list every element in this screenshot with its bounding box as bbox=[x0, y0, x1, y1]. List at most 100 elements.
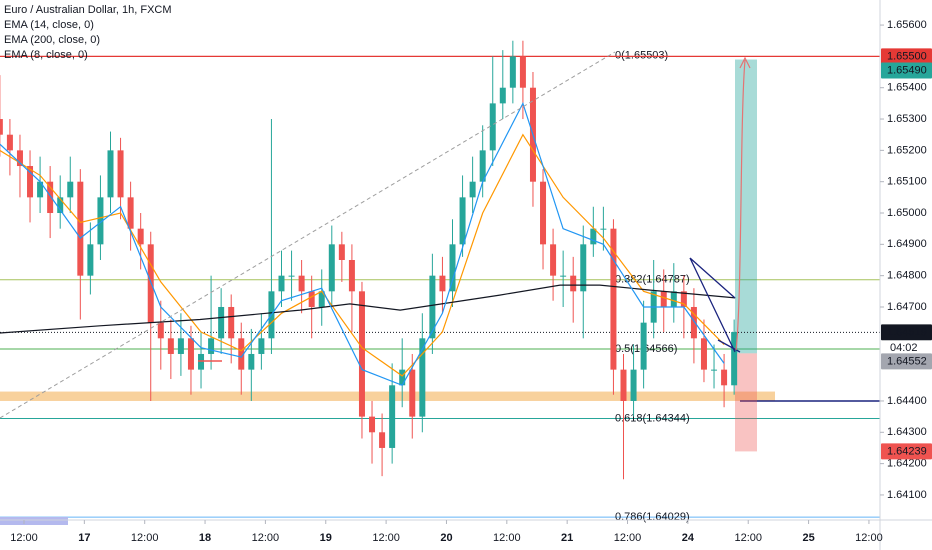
candle-body bbox=[711, 369, 718, 371]
candle-body bbox=[198, 353, 205, 370]
candle-body bbox=[258, 338, 265, 354]
candle-body bbox=[550, 244, 557, 276]
y-tick-label: 1.65000 bbox=[887, 207, 927, 219]
axes: 1.65600 1.65400 1.65300 1.65200 1.65100 1.650… bbox=[10, 19, 932, 544]
candle-body bbox=[459, 197, 466, 245]
stop-label-box bbox=[881, 443, 932, 460]
y-tick-label: 1.65100 bbox=[887, 176, 927, 188]
candle-body bbox=[509, 56, 516, 88]
candle-body bbox=[479, 150, 486, 182]
candle-body bbox=[519, 56, 526, 88]
candle-body bbox=[167, 338, 174, 354]
candle-body bbox=[489, 103, 496, 151]
candle-body bbox=[97, 197, 104, 245]
candle-body bbox=[570, 275, 577, 292]
countdown-box bbox=[881, 340, 932, 356]
x-tick-label: 12:00 bbox=[855, 532, 883, 544]
y-tick-label: 1.65200 bbox=[887, 144, 927, 156]
position-loss bbox=[735, 353, 757, 452]
x-tick-label: 25 bbox=[802, 532, 814, 544]
candle-body bbox=[731, 332, 738, 386]
y-tick-label: 1.64900 bbox=[887, 238, 927, 250]
candle-body bbox=[37, 181, 44, 198]
candle-body bbox=[16, 150, 23, 167]
x-tick-label: 17 bbox=[78, 532, 90, 544]
candle-body bbox=[389, 385, 396, 448]
x-tick-label: 24 bbox=[682, 532, 695, 544]
candle-body bbox=[369, 416, 376, 433]
price-label-box bbox=[881, 324, 932, 341]
candle-body bbox=[137, 228, 144, 245]
x-tick-label: 19 bbox=[320, 532, 332, 544]
candle-body bbox=[87, 244, 94, 276]
candle-body bbox=[328, 244, 335, 292]
candle-body bbox=[177, 338, 184, 354]
y-tick-label: 1.64200 bbox=[887, 458, 927, 470]
candle-body bbox=[499, 87, 506, 104]
candle-body bbox=[0, 119, 3, 135]
candle-body bbox=[308, 291, 315, 307]
y-tick-label: 1.65300 bbox=[887, 113, 927, 125]
candle-body bbox=[67, 181, 74, 198]
price-label-box bbox=[881, 48, 932, 65]
candle-body bbox=[238, 338, 245, 370]
candle-body bbox=[399, 369, 406, 386]
candle-body bbox=[620, 369, 627, 401]
candle-body bbox=[27, 166, 34, 198]
candle-body bbox=[469, 181, 476, 198]
candle-body bbox=[419, 338, 426, 417]
y-tick-label: 1.65600 bbox=[887, 19, 927, 31]
candle-body bbox=[449, 244, 456, 292]
y-tick-label: 1.64800 bbox=[887, 270, 927, 282]
target-label: 1.65490 bbox=[887, 64, 927, 76]
candle-body bbox=[379, 432, 386, 448]
candle-body bbox=[429, 275, 436, 339]
entry-label: 1.64552 bbox=[887, 355, 927, 367]
candle-body bbox=[721, 369, 728, 386]
price-label: 1.65500 bbox=[887, 50, 927, 62]
chart-title: Euro / Australian Dollar, 1h, FXCM bbox=[4, 4, 172, 16]
candle-body bbox=[208, 338, 215, 354]
y-tick-label: 1.64100 bbox=[887, 489, 927, 501]
x-tick-label: 12:00 bbox=[614, 532, 642, 544]
candle-body bbox=[107, 150, 114, 198]
scroll-marker bbox=[0, 517, 68, 525]
fib-label: 0(1.65503) bbox=[615, 49, 668, 61]
target-label-box bbox=[881, 62, 932, 79]
candle-body bbox=[338, 244, 345, 260]
candle-body bbox=[560, 275, 567, 277]
price-label: 1.64619 bbox=[887, 326, 927, 338]
candle-body bbox=[278, 275, 285, 292]
candle-body bbox=[127, 197, 134, 229]
candle-body bbox=[640, 322, 647, 370]
candle-body bbox=[590, 228, 597, 245]
x-tick-label: 20 bbox=[440, 532, 452, 544]
candle-body bbox=[147, 244, 154, 323]
y-tick-label: 1.64300 bbox=[887, 426, 927, 438]
plot-area: 0(1.65503)0.382(1.64787)0.5(1.64566)0.61… bbox=[0, 40, 880, 523]
candle-body bbox=[358, 291, 365, 417]
fib-label: 0.382(1.64787) bbox=[615, 274, 690, 286]
fib-label: 0.618(1.64344) bbox=[615, 412, 690, 424]
candle-body bbox=[47, 181, 54, 214]
y-tick-label: 1.64400 bbox=[887, 395, 927, 407]
legend-entry: EMA (8, close, 0) bbox=[4, 49, 88, 61]
x-tick-label: 12:00 bbox=[734, 532, 762, 544]
x-tick-label: 12:00 bbox=[131, 532, 159, 544]
candle-body bbox=[6, 134, 13, 151]
candle-body bbox=[288, 275, 295, 277]
entry-label-box bbox=[881, 353, 932, 370]
y-tick-label: 1.64700 bbox=[887, 301, 927, 313]
x-tick-label: 12:00 bbox=[372, 532, 400, 544]
fib-trend-line bbox=[0, 51, 616, 419]
legend-entry: EMA (200, close, 0) bbox=[4, 34, 100, 46]
candle-body bbox=[580, 244, 587, 292]
candle-body bbox=[157, 322, 164, 339]
candle-body bbox=[248, 353, 255, 370]
x-tick-label: 12:00 bbox=[252, 532, 280, 544]
candle-body bbox=[409, 369, 416, 417]
stop-label: 1.64239 bbox=[887, 445, 927, 457]
candle-body bbox=[439, 275, 446, 292]
